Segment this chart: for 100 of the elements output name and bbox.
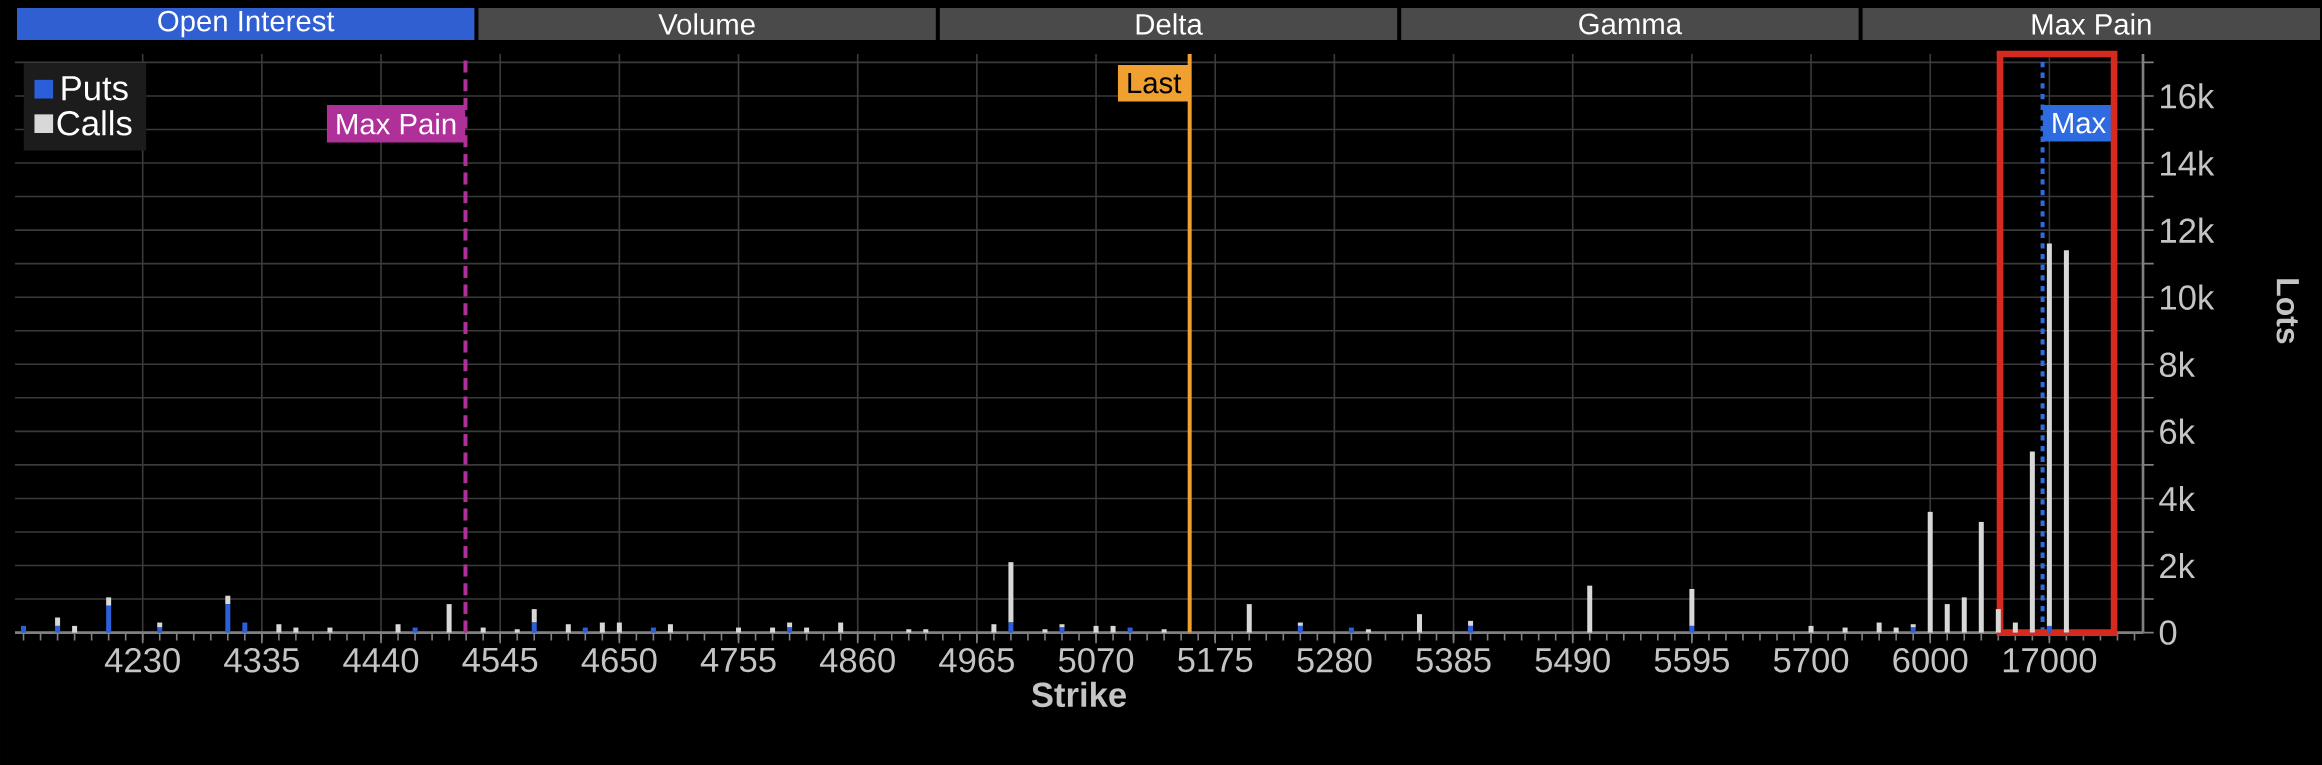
bar (770, 627, 776, 633)
x-tick-label: 5700 (1773, 647, 1849, 673)
bar (1008, 562, 1014, 623)
x-tick-label: 4650 (581, 647, 657, 673)
bar (2046, 625, 2052, 633)
bar (1927, 511, 1933, 633)
y-tick-label: 8k (2159, 351, 2196, 377)
bar (1689, 625, 1695, 633)
legend-label: Calls (57, 110, 132, 136)
annotation: Max Pain (337, 112, 456, 135)
bar (1893, 627, 1899, 633)
bar (242, 622, 248, 633)
bar (736, 627, 742, 633)
bar (327, 627, 333, 633)
bar (2012, 622, 2018, 633)
x-tick-label: 5595 (1654, 647, 1729, 673)
bar (2029, 451, 2035, 633)
bar (55, 617, 61, 626)
bar (225, 604, 231, 633)
bar (72, 625, 78, 633)
legend-label: Puts (62, 76, 128, 101)
bar (787, 627, 793, 633)
bar (1042, 629, 1048, 633)
bar (599, 622, 605, 633)
bar (55, 625, 61, 633)
x-tick-label: 17000 (2003, 647, 2097, 673)
x-tick-label: 4545 (462, 647, 538, 673)
bar (667, 624, 673, 633)
annotation: Max (2053, 112, 2106, 134)
bar (1008, 622, 1014, 633)
bar (1059, 627, 1065, 633)
y-tick-label: 10k (2161, 284, 2215, 310)
bar (1944, 604, 1950, 633)
x-tick-label: 4440 (343, 647, 419, 673)
bar (1995, 609, 2001, 633)
bar (157, 622, 163, 628)
text: Max Pain (2032, 13, 2151, 35)
bar (514, 629, 520, 633)
bar (480, 627, 486, 633)
bar (991, 624, 997, 633)
bar (1468, 620, 1474, 626)
bar (1093, 625, 1099, 633)
bar (565, 624, 571, 633)
y-tick-label: 2k (2160, 552, 2196, 579)
bar (787, 622, 793, 628)
bar (1689, 588, 1695, 626)
bar (1961, 597, 1967, 633)
x-tick-label: 5280 (1297, 647, 1372, 673)
bar (1416, 614, 1422, 633)
y-tick-label: 16k (2161, 83, 2215, 109)
x-tick-label: 4335 (224, 647, 299, 673)
bar (2063, 250, 2069, 633)
bar (1842, 627, 1848, 633)
y-tick-label: 14k (2161, 150, 2215, 176)
bar (1059, 624, 1065, 628)
bar (1876, 622, 1882, 633)
x-tick-label: 6000 (1893, 647, 1968, 673)
bar (1978, 521, 1984, 633)
bar (923, 629, 929, 633)
bar (531, 622, 537, 633)
x-tick-label: 4755 (700, 647, 776, 673)
y-axis-title: Lots (2276, 279, 2299, 344)
bar (1297, 625, 1303, 633)
bar (225, 595, 231, 605)
text: Gamma (1579, 13, 1683, 35)
bar (412, 627, 418, 633)
text: Delta (1136, 13, 1203, 35)
bar (582, 627, 588, 633)
bar (1468, 625, 1474, 633)
y-tick-label: 4k (2159, 485, 2196, 511)
bar (395, 624, 401, 633)
x-tick-label: 4965 (939, 647, 1014, 673)
text: Open Interest (158, 10, 335, 38)
bar (1161, 629, 1167, 633)
bar (1587, 585, 1593, 633)
bar (1246, 604, 1252, 633)
bar (276, 624, 282, 633)
bar (804, 627, 810, 633)
bar (157, 627, 163, 633)
bar (906, 629, 912, 633)
x-tick-label: 4230 (104, 647, 180, 673)
bar (1348, 627, 1354, 633)
bar (616, 622, 622, 633)
bar (446, 604, 452, 633)
bar (531, 609, 537, 623)
bar (1127, 627, 1133, 633)
bar (1910, 627, 1916, 633)
bar (106, 597, 112, 606)
bar (293, 627, 299, 633)
bar (650, 627, 656, 633)
y-tick-label: 0 (2159, 620, 2177, 645)
bar (838, 622, 844, 633)
x-axis-title: Strike (1031, 681, 1126, 708)
x-tick-label: 5490 (1535, 647, 1610, 673)
x-tick-label: 5070 (1058, 647, 1134, 673)
bar (1808, 625, 1814, 633)
bar (1365, 629, 1371, 633)
y-tick-label: 6k (2160, 418, 2196, 445)
y-tick-label: 12k (2161, 217, 2215, 243)
x-tick-label: 4860 (819, 647, 895, 673)
